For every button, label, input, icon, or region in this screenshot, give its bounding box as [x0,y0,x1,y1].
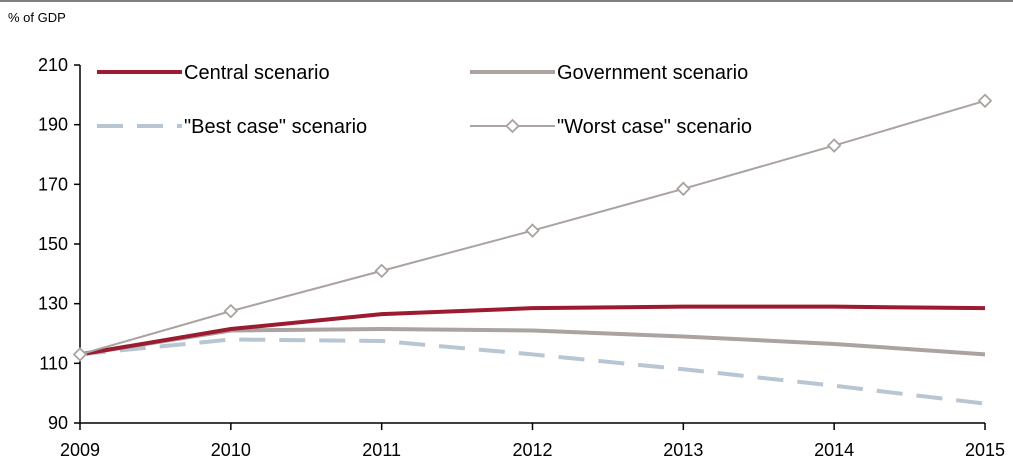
x-tick-label: 2014 [814,440,854,460]
y-tick-label: 110 [39,353,68,373]
x-tick-label: 2012 [512,440,552,460]
legend-item-1: Government scenario [470,62,748,84]
y-tick-label: 90 [48,413,68,433]
y-tick-label: 210 [38,55,68,75]
x-tick-label: 2013 [663,440,703,460]
legend-item-3: "Worst case" scenario [470,116,752,138]
y-tick-label: 170 [38,174,68,194]
legend-item-0: Central scenario [97,62,330,84]
y-unit-label: % of GDP [8,10,66,25]
legend-label: "Worst case" scenario [557,116,752,138]
series-2 [79,337,986,406]
x-tick-label: 2010 [211,440,251,460]
data-point-marker [525,223,540,238]
y-tick-label: 190 [38,115,68,135]
x-tick-label: 2015 [965,440,1005,460]
axes: 210 190 170 150 130 110 90 2009 2010 2011 2012 2013… [38,55,1005,460]
data-point-marker [826,138,842,153]
data-point-marker [223,303,239,319]
data-point-marker [374,263,389,279]
series-line [79,337,986,406]
data-point-marker [977,93,993,109]
y-tick-label: 130 [38,294,68,314]
y-tick-label: 150 [38,234,68,254]
series-line [79,304,986,357]
legend: Central scenario Government scenario "Best… [97,62,752,138]
x-tick-label: 2011 [362,440,401,460]
x-tick-label: 2009 [60,440,100,460]
legend-item-2: "Best case" scenario [97,116,367,138]
legend-label: "Best case" scenario [184,116,367,138]
legend-label: Central scenario [184,62,330,84]
legend-marker [505,118,520,134]
series-layer [72,93,993,406]
data-point-marker [72,347,88,362]
series-3 [72,93,993,362]
legend-label: Government scenario [557,62,748,84]
series-0 [79,304,986,357]
data-point-marker [676,181,691,197]
